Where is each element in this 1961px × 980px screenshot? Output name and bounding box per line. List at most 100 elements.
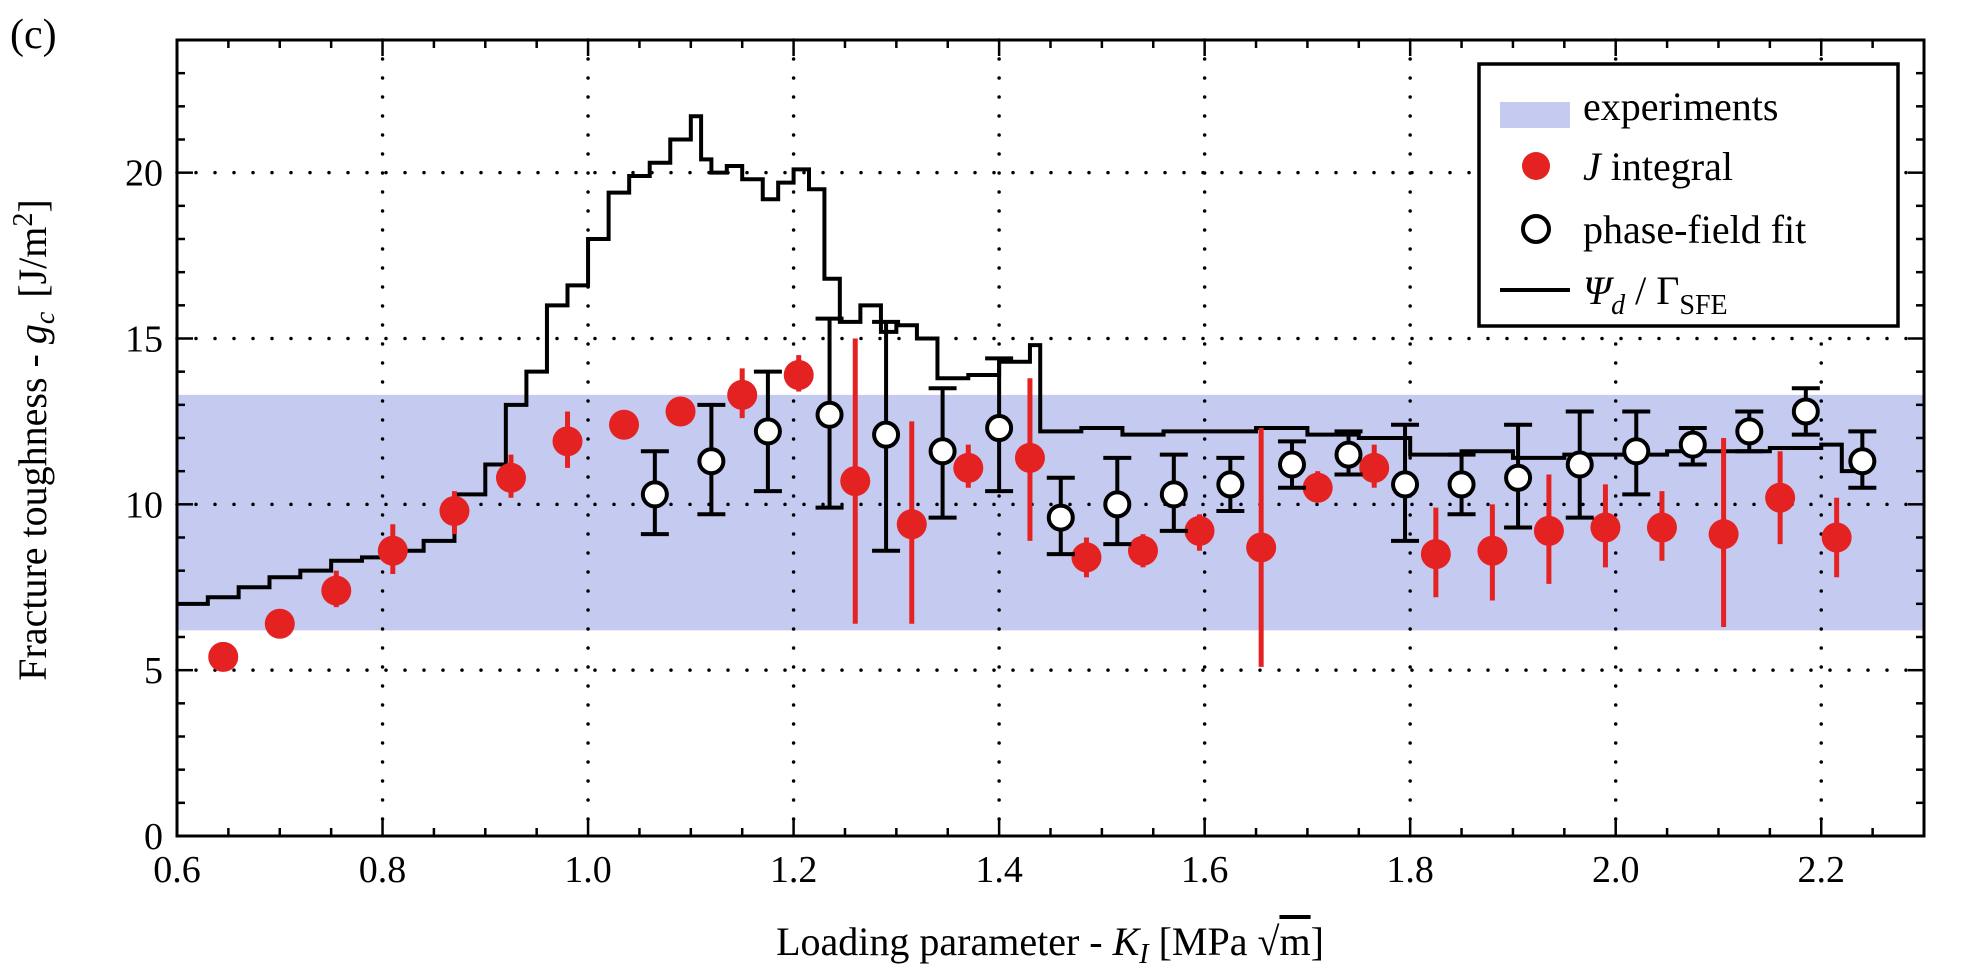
y-tick-label: 0 [144,816,163,858]
legend-marker-j-integral [1522,152,1550,180]
j-integral-point [208,641,239,672]
legend-label-psi: Ψd / ΓSFE [1583,268,1728,321]
x-tick-label: 1.2 [770,849,818,891]
phase-field-point [753,417,782,446]
j-integral-point [1646,512,1677,543]
phase-field-point [985,414,1014,443]
psi-gamma-line [177,114,1865,606]
phase-field-point [1735,417,1764,446]
j-integral-point [1302,472,1333,503]
phase-field-series [640,316,1877,557]
phase-field-point [1159,480,1188,509]
x-axis-title-main: Loading parameter - [776,919,1113,964]
j-integral-point [1420,539,1451,570]
j-integral-point [377,535,408,566]
x-axis-symbol: K [1112,919,1142,964]
j-integral-point [1821,522,1852,553]
j-integral-point [321,575,352,606]
psi-gamma-series [177,114,1865,606]
phase-field-point [1504,463,1533,492]
phase-field-point [815,400,844,429]
j-integral-point [840,466,871,497]
legend-label-phase-field: phase-field fit [1583,207,1806,252]
j-integral-point [953,452,984,483]
phase-field-point [1565,450,1594,479]
j-integral-series [208,338,1852,672]
phase-field-point [1447,470,1476,499]
phase-field-point [1103,490,1132,519]
sqrt-sign: √ [1258,919,1280,964]
phase-field-point [1678,430,1707,459]
y-tick-label: 15 [125,319,163,361]
x-tick-label: 1.0 [564,849,612,891]
phase-field-point [1277,450,1306,479]
legend-psi-symbol: Ψ [1583,268,1615,313]
phase-field-point [1791,397,1820,426]
y-axis-symbol-sub: c [30,311,61,324]
legend: experiments J integral phase-field fit Ψ… [1477,62,1900,328]
panel-label: (c) [10,12,57,58]
phase-field-point [1622,437,1651,466]
j-integral-point [1359,452,1390,483]
phase-field-point [872,420,901,449]
plot-frame [175,38,1926,838]
x-tick-label: 2.2 [1797,849,1845,891]
y-tick-label: 20 [125,153,163,195]
phase-field-point [928,437,957,466]
j-integral-point [783,359,814,390]
j-integral-point [1708,519,1739,550]
phase-field-point [640,480,669,509]
j-integral-point [264,608,295,639]
y-axis-units-exp: 2 [8,213,39,227]
j-integral-point [665,396,696,427]
phase-field-point [1848,447,1877,476]
j-integral-point [609,409,640,440]
y-axis-title: Fracture toughness - gc [J/m2] [8,199,61,680]
j-integral-point [495,462,526,493]
legend-label-experiments: experiments [1583,84,1779,129]
legend-swatch-experiments [1500,102,1570,128]
x-axis-units-open: [MPa [1149,919,1258,964]
j-integral-point [727,379,758,410]
legend-j-symbol: J [1583,144,1603,189]
x-tick-label: 0.8 [359,849,407,891]
x-tick-label: 0.6 [153,849,201,891]
j-integral-point [1246,532,1277,563]
phase-field-point [1334,440,1363,469]
y-axis-title-group: Fracture toughness - gc [J/m2] [8,199,61,680]
x-tick-label: 2.0 [1592,849,1640,891]
phase-field-point [697,447,726,476]
phase-field-point [1391,470,1420,499]
y-axis-symbol: g [10,324,55,344]
legend-j-rest: integral [1601,144,1733,189]
x-axis-title: Loading parameter - KI [MPa √m] [776,919,1324,970]
legend-label-j-integral: J integral [1583,144,1733,189]
legend-psi-sub: d [1611,290,1626,321]
j-integral-point [1477,535,1508,566]
phase-field-point [1046,503,1075,532]
y-axis-units-close: ] [10,199,55,212]
x-axis-sqrt-arg: m [1279,919,1310,964]
j-integral-point [1127,535,1158,566]
x-axis-units-close: ] [1311,919,1324,964]
j-integral-point [1765,482,1796,513]
y-axis-title-main: Fracture toughness - [10,344,55,681]
phase-field-point [1216,470,1245,499]
j-integral-point [1184,515,1215,546]
legend-psi-sep: / Γ [1625,268,1679,313]
legend-marker-phase-field [1521,214,1551,244]
y-tick-label: 10 [125,484,163,526]
legend-psi-sfe: SFE [1679,290,1727,321]
y-tick-label: 5 [144,650,163,692]
x-tick-labels: 0.6 0.8 1.0 1.2 1.4 1.6 1.8 2.0 2.2 [153,849,1845,891]
x-tick-label: 1.6 [1181,849,1229,891]
j-integral-point [896,509,927,540]
j-integral-point [1071,542,1102,573]
y-axis-units: [J/m [10,227,55,298]
j-integral-point [1533,515,1564,546]
y-tick-labels: 0 5 10 15 20 [125,153,163,858]
j-integral-point [1014,442,1045,473]
x-axis-symbol-sub: I [1138,939,1150,970]
j-integral-point [1590,512,1621,543]
